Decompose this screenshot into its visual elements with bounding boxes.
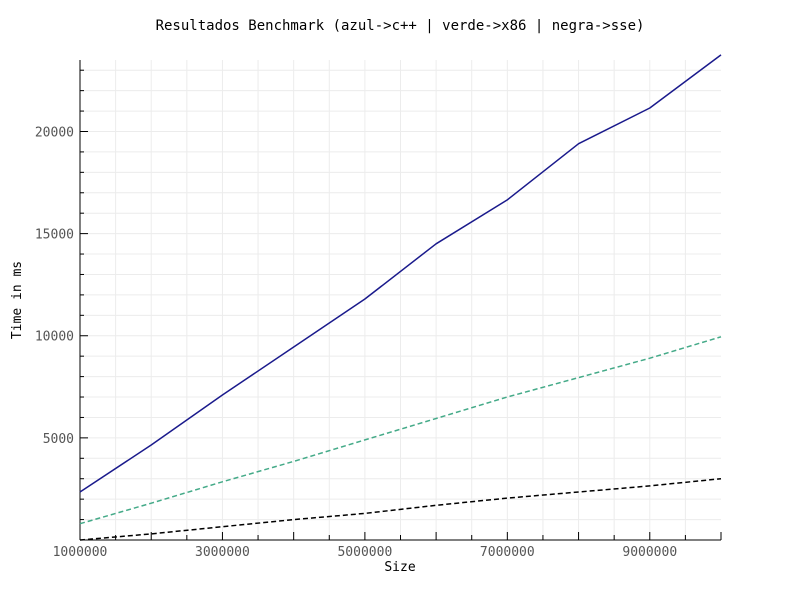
tick-labels: 1000000 3000000 5000000 7000000 9000000 5000 1… xyxy=(35,125,677,560)
series-line-3 xyxy=(79,477,722,541)
x-tick-label: 3000000 xyxy=(195,545,250,560)
y-tick-label: 15000 xyxy=(35,228,74,243)
series-line-2 xyxy=(79,336,722,525)
grid xyxy=(80,60,721,540)
y-tick-label: 20000 xyxy=(35,125,74,140)
axis-ticks xyxy=(80,69,722,540)
x-tick-label: 5000000 xyxy=(337,545,392,560)
x-axis-label: Size xyxy=(384,560,415,575)
x-tick-label: 1000000 xyxy=(53,545,108,560)
y-tick-label: 5000 xyxy=(43,432,74,447)
chart-title: Resultados Benchmark (azul->c++ | verde-… xyxy=(156,18,645,34)
x-tick-label: 9000000 xyxy=(622,545,677,560)
x-tick-label: 7000000 xyxy=(480,545,535,560)
y-tick-label: 10000 xyxy=(35,330,74,345)
series-lines xyxy=(79,54,722,541)
y-axis-label: Time in ms xyxy=(10,261,25,339)
series-line-1 xyxy=(79,54,722,493)
